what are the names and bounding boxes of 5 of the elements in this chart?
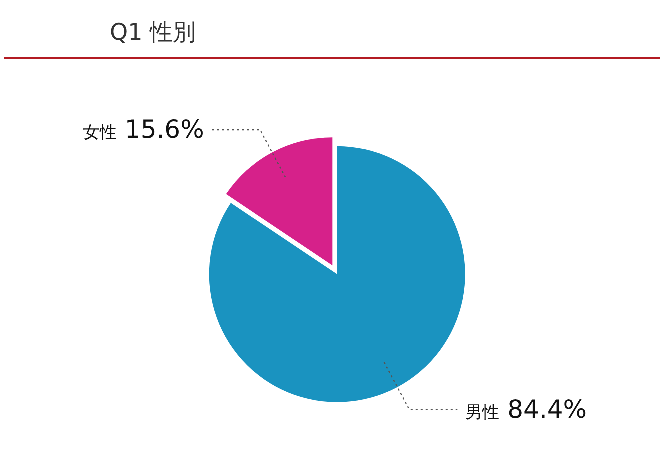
data-label: 84.4% bbox=[508, 394, 588, 424]
data-label: 15.6% bbox=[124, 115, 204, 144]
chart-title: Q1 性別 bbox=[110, 20, 196, 46]
slice-label: 女性 bbox=[82, 123, 117, 144]
slice-label: 男性 bbox=[466, 402, 500, 423]
